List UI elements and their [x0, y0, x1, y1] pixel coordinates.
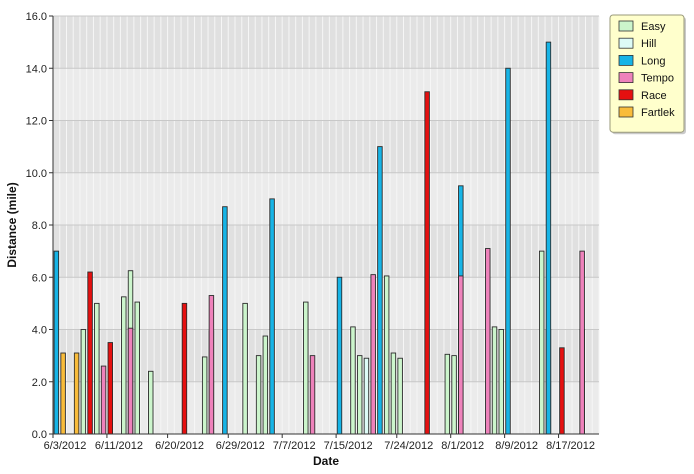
band — [53, 68, 599, 121]
bar-easy — [444, 353, 451, 435]
x-tick-labels: 6/3/2012 6/11/2012 6/20/2012 6/29/2012 7/7/2… — [44, 440, 595, 452]
bar-easy — [94, 302, 100, 435]
bar-easy — [201, 356, 208, 435]
legend-swatch-hill — [618, 37, 634, 49]
y-tick-label: 16.0 — [26, 11, 47, 23]
bar-easy — [303, 301, 309, 435]
y-tick-label: 6.0 — [32, 272, 47, 284]
x-tick-label: 6/11/2012 — [95, 440, 143, 452]
bar-easy — [383, 275, 390, 435]
bar-fartlek — [73, 352, 80, 435]
bar-race — [559, 347, 565, 435]
legend-label-hill: Hill — [641, 38, 656, 50]
y-axis-title: Distance (mile) — [5, 182, 19, 267]
x-tick-label: 7/7/2012 — [273, 440, 316, 452]
bar-hill — [363, 357, 370, 435]
bar-easy — [80, 329, 87, 435]
bar-race — [87, 271, 93, 435]
y-tick-label: 8.0 — [32, 220, 47, 232]
y-tick-label: 14.0 — [26, 63, 47, 75]
bar-long — [377, 146, 383, 435]
bar-tempo — [370, 274, 376, 435]
legend-swatch-tempo — [618, 72, 634, 83]
band — [53, 172, 599, 225]
bar-long — [545, 41, 552, 435]
x-tick-label: 8/17/2012 — [546, 440, 595, 452]
y-tick-label: 4.0 — [32, 325, 47, 337]
y-tick-labels: 0.0 2.0 4.0 6.0 8.0 10.0 12.0 14.0 16.0 — [26, 11, 47, 441]
bar-easy — [397, 357, 403, 435]
bar-long — [505, 67, 511, 435]
bar-long — [222, 206, 228, 435]
bar-long — [53, 250, 60, 435]
x-tick-label: 6/20/2012 — [155, 440, 204, 452]
x-tick-label: 7/24/2012 — [384, 440, 433, 452]
bar-tempo — [579, 250, 585, 435]
bar-tempo — [309, 355, 316, 435]
x-tick-label: 8/9/2012 — [495, 440, 538, 452]
x-tick-label: 6/29/2012 — [216, 440, 265, 452]
legend-swatch-easy — [618, 20, 634, 32]
bar-long — [336, 276, 343, 435]
bar-race — [107, 342, 114, 435]
band — [53, 16, 599, 69]
bar-easy — [356, 355, 363, 435]
legend-label-tempo: Tempo — [641, 73, 674, 85]
legend-label-race: Race — [641, 90, 667, 102]
bar-easy — [390, 352, 397, 435]
legend: Easy Hill Long Tempo Race Fartlek — [609, 14, 686, 135]
legend-swatch-race — [618, 89, 634, 101]
legend-swatch-long — [618, 55, 634, 66]
x-tick-label: 7/15/2012 — [324, 440, 373, 452]
bar-tempo — [100, 365, 107, 435]
bar-race — [424, 91, 430, 435]
y-tick-label: 0.0 — [32, 429, 47, 441]
band — [53, 225, 599, 278]
legend-swatch-fartlek — [618, 106, 634, 118]
bar-tempo — [458, 275, 464, 435]
bar-easy — [255, 355, 262, 435]
bar-tempo — [485, 248, 491, 435]
bar-easy — [121, 296, 127, 435]
legend-label-fartlek: Fartlek — [641, 107, 675, 119]
y-tick-label: 12.0 — [26, 116, 47, 128]
band — [53, 120, 599, 173]
bar-easy — [262, 335, 269, 435]
bar-easy — [350, 326, 356, 435]
bar-tempo — [208, 295, 215, 435]
bar-easy — [134, 301, 140, 435]
bar-easy — [498, 329, 504, 435]
x-axis-title: Date — [313, 454, 339, 468]
bar-fartlek — [60, 352, 66, 435]
bar-race — [181, 302, 188, 435]
axes — [49, 15, 599, 438]
bar-easy — [242, 302, 248, 435]
bar-easy — [491, 326, 498, 435]
bar-easy — [148, 370, 154, 435]
bar-long — [269, 198, 275, 435]
bar-easy — [538, 250, 545, 435]
legend-label-long: Long — [641, 55, 665, 67]
x-tick-label: 6/3/2012 — [44, 440, 87, 452]
bar-easy — [451, 355, 457, 435]
bar-tempo — [127, 327, 134, 435]
y-tick-label: 10.0 — [26, 168, 47, 180]
y-tick-label: 2.0 — [32, 377, 47, 389]
legend-label-easy: Easy — [641, 21, 666, 33]
x-tick-label: 8/1/2012 — [441, 440, 484, 452]
